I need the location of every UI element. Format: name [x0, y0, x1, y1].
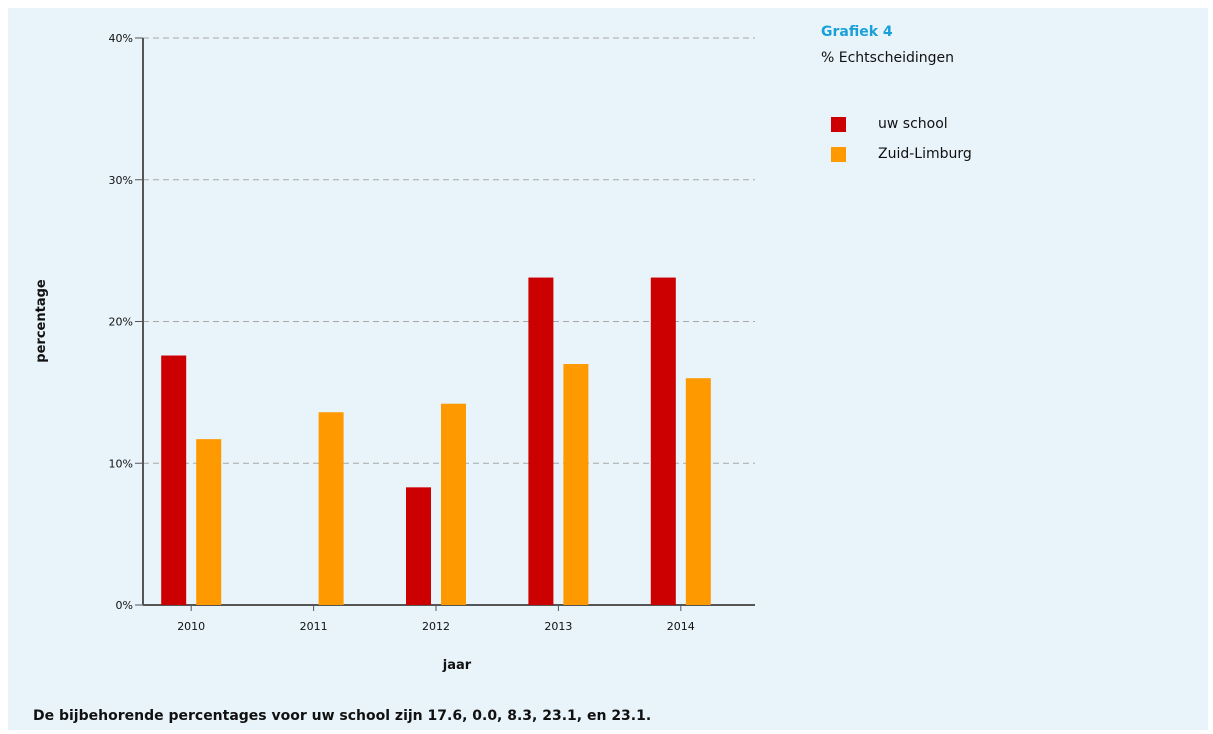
x-tick-label: 2012	[422, 620, 450, 633]
bar-zuid-limburg-2010	[196, 439, 222, 605]
legend-swatch-zuid-limburg	[831, 147, 846, 162]
y-tick-label: 20%	[109, 316, 133, 329]
y-tick-label: 0%	[116, 599, 133, 612]
bar-zuid-limburg-2014	[685, 378, 711, 605]
bar-zuid-limburg-2011	[318, 412, 344, 605]
chart-number-title: Grafiek 4	[821, 24, 893, 40]
chart-subtitle: % Echtscheidingen	[821, 50, 955, 66]
footnote-percentages: De bijbehorende percentages voor uw scho…	[33, 708, 652, 724]
legend-label: uw school	[878, 116, 948, 132]
legend-swatch-uw-school	[831, 117, 846, 132]
bar-chart: 0% 10% 20% 30% 40% 2010 2011 2012 2013 2014 jaar pe…	[34, 32, 755, 673]
y-tick-label: 30%	[109, 174, 133, 187]
bar-zuid-limburg-2012	[441, 403, 466, 605]
y-axis-title: percentage	[34, 279, 49, 363]
y-tick-label: 10%	[109, 457, 133, 470]
bar-uw-school-2013	[528, 277, 554, 605]
x-tick-label: 2011	[300, 620, 328, 633]
x-tick-label: 2014	[667, 620, 695, 633]
bar-zuid-limburg-2013	[563, 364, 589, 605]
chart-panel: 0% 10% 20% 30% 40% 2010 2011 2012 2013 2014 jaar pe…	[8, 8, 1208, 730]
bar-uw-school-2010	[161, 355, 187, 605]
bar-uw-school-2012	[406, 487, 431, 605]
legend-label: Zuid-Limburg	[878, 146, 972, 162]
bar-uw-school-2014	[650, 277, 676, 605]
x-tick-label: 2010	[177, 620, 205, 633]
x-axis-title: jaar	[442, 658, 472, 673]
y-tick-label: 40%	[109, 32, 133, 45]
x-tick-label: 2013	[544, 620, 572, 633]
